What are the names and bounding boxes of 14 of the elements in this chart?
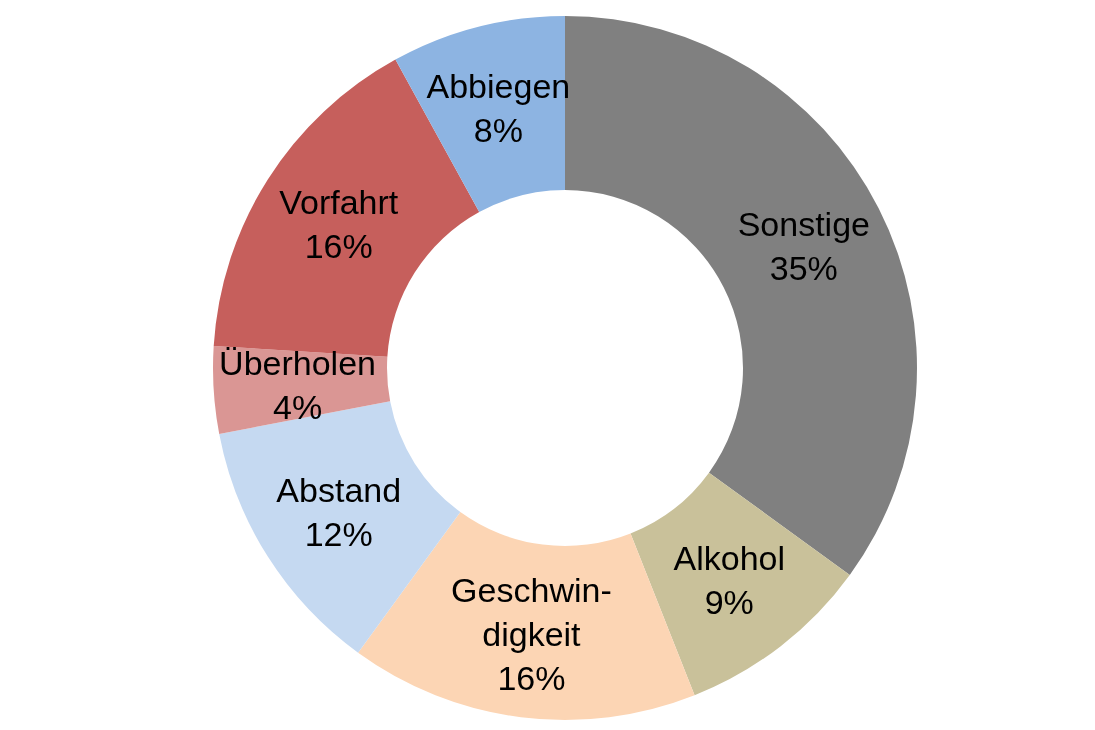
data-label: 4%	[272, 387, 323, 426]
data-label: 16%	[304, 227, 373, 266]
slice-label: Vorfahrt	[279, 183, 399, 222]
slice-label: Abbiegen	[426, 67, 571, 106]
slice-label: Überholen	[219, 343, 376, 382]
slice-label: Geschwin- digkeit	[451, 570, 612, 653]
data-label: 35%	[769, 249, 838, 288]
slice-label: Sonstige	[737, 205, 870, 244]
slice-label: Abstand	[276, 470, 402, 509]
data-label: 8%	[473, 111, 523, 150]
data-label: 9%	[704, 582, 754, 621]
data-label: 12%	[304, 514, 373, 553]
data-label: 16%	[497, 658, 566, 697]
slice-label: Alkohol	[673, 538, 786, 577]
